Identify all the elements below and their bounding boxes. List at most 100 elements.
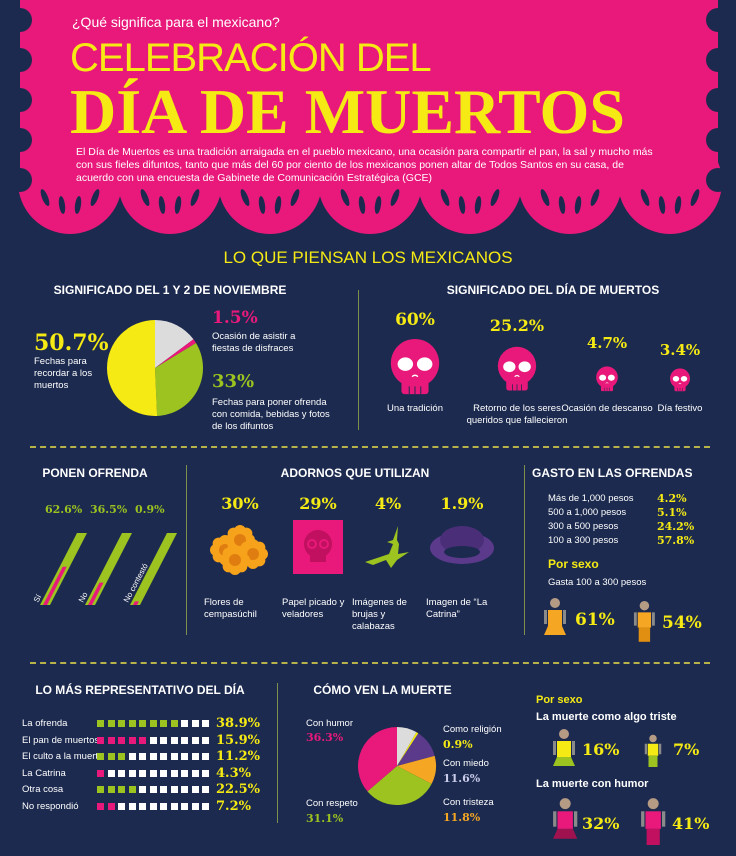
ofrenda-bar-1: [85, 533, 132, 605]
noviembre-value-2: 33%: [212, 371, 255, 392]
square-filled: [118, 720, 125, 727]
square-empty: [139, 769, 146, 777]
skull-icon: [670, 368, 690, 392]
significado-value: 4.7%: [586, 334, 628, 352]
adorno-icon-wrap: [283, 518, 353, 583]
significado-label: Retorno de los seres queridos que fallec…: [466, 403, 568, 426]
noviembre-label-1: Ocasión de asistir a fiestas de disfrace…: [212, 331, 296, 354]
square-empty: [191, 769, 199, 777]
representativo-value-2: 11.2%: [216, 749, 261, 764]
header-question: ¿Qué significa para el mexicano?: [72, 14, 280, 30]
significado-value: 60%: [395, 310, 435, 330]
como-ven-label-respeto: Con respeto: [306, 798, 358, 809]
skull-wrap: [594, 366, 620, 397]
como-ven-label-tristeza: Con tristeza: [443, 797, 494, 808]
square-empty: [149, 786, 157, 793]
square-filled: [149, 720, 157, 727]
ofrenda-title: PONEN OFRENDA: [42, 466, 148, 480]
representativo-value-4: 22.5%: [216, 782, 261, 797]
noviembre-pie-slice-3: [107, 320, 158, 416]
representativo-value-0: 38.9%: [216, 716, 261, 731]
square-empty: [181, 769, 188, 777]
square-empty: [202, 802, 209, 810]
square-empty: [160, 769, 167, 777]
gasto-value-2: 24.2%: [657, 520, 695, 533]
como-ven-value-respeto: 31.1%: [306, 812, 344, 825]
skull-icon: [596, 366, 618, 392]
square-filled: [118, 786, 125, 793]
representativo-value-3: 4.3%: [216, 765, 251, 781]
woman-icon: [553, 798, 578, 839]
significado-label: Día festivo: [657, 403, 703, 414]
skull-wrap: [668, 368, 692, 397]
square-empty: [128, 769, 136, 777]
square-filled: [97, 802, 104, 810]
significado-title: SIGNIFICADO DEL DÍA DE MUERTOS: [446, 283, 660, 297]
square-filled: [128, 786, 136, 793]
square-filled: [128, 720, 136, 727]
square-empty: [118, 769, 125, 777]
header-title-line2: DÍA DE MUERTOS: [70, 76, 625, 147]
como-ven-label-miedo: Con miedo: [443, 758, 489, 769]
humor-male-value: 41%: [672, 814, 710, 833]
como-ven-pie-slice-5: [358, 727, 397, 792]
noviembre-label-0: Fechas para recordar a los muertos: [34, 356, 93, 391]
gasto-value-0: 4.2%: [657, 492, 687, 505]
como-ven-title: CÓMO VEN LA MUERTE: [313, 683, 452, 697]
ofrenda-fill-2: [133, 601, 139, 605]
square-empty: [139, 753, 146, 760]
gasto-female-value: 61%: [575, 610, 615, 630]
woman-icon: [553, 729, 575, 766]
square-filled: [107, 720, 115, 727]
representativo-label-0: La ofrenda: [22, 718, 68, 729]
representativo-value-1: 15.9%: [216, 732, 261, 748]
square-empty: [107, 769, 115, 777]
ofrenda-bars: Sí No No contestó: [32, 533, 177, 605]
woman-icon: [544, 598, 566, 635]
adorno-value-2: 4%: [374, 494, 402, 513]
square-empty: [118, 802, 125, 810]
adorno-label-2: Imágenes de brujas y calabazas: [352, 597, 407, 632]
square-empty: [191, 802, 199, 810]
square-empty: [139, 802, 146, 810]
square-empty: [139, 786, 146, 793]
square-empty: [170, 753, 178, 760]
header-intro: El Día de Muertos es una tradición arrai…: [76, 146, 653, 184]
header-title-line1: CELEBRACIÓN DEL: [70, 36, 432, 80]
ofrenda-fill-0: [43, 566, 67, 605]
adorno-value-3: 1.9%: [440, 494, 484, 513]
como-ven-value-humor: 36.3%: [306, 731, 344, 744]
square-empty: [202, 753, 209, 760]
adorno-label-3: Imagen de “La Catrina”: [426, 597, 488, 620]
catrina-hat-icon: [430, 526, 494, 564]
como-ven-pie-slice-2: [397, 733, 435, 766]
significado-value: 25.2%: [489, 316, 545, 335]
noviembre-value-0: 50.7%: [34, 330, 109, 356]
humor-female-value: 32%: [582, 814, 620, 833]
square-empty: [191, 736, 199, 744]
significado-label: Ocasión de descanso: [561, 403, 653, 414]
square-filled: [107, 786, 115, 793]
como-ven-pie-slice-3: [397, 755, 436, 784]
como-ven-pie-slice-4: [367, 766, 432, 805]
como-ven-label-religion: Como religión: [443, 724, 502, 735]
square-empty: [191, 753, 199, 760]
square-empty: [181, 736, 188, 744]
square-empty: [202, 736, 209, 744]
dashed-divider: [30, 662, 710, 664]
square-filled: [107, 802, 115, 810]
como-ven-value-religion: 0.9%: [443, 738, 473, 751]
significado-value: 3.4%: [659, 341, 701, 359]
square-filled: [97, 720, 104, 727]
representativo-label-1: El pan de muertos: [22, 734, 100, 746]
square-empty: [160, 802, 167, 810]
gasto-value-1: 5.1%: [657, 506, 687, 519]
man-icon: [644, 734, 662, 767]
square-empty: [160, 786, 167, 793]
man-icon: [633, 600, 655, 642]
adornos-title: ADORNOS QUE UTILIZAN: [280, 466, 430, 480]
square-empty: [181, 720, 188, 727]
noviembre-value-1: 1.5%: [212, 308, 258, 328]
square-empty: [149, 769, 157, 777]
skull-wrap: [386, 338, 444, 401]
